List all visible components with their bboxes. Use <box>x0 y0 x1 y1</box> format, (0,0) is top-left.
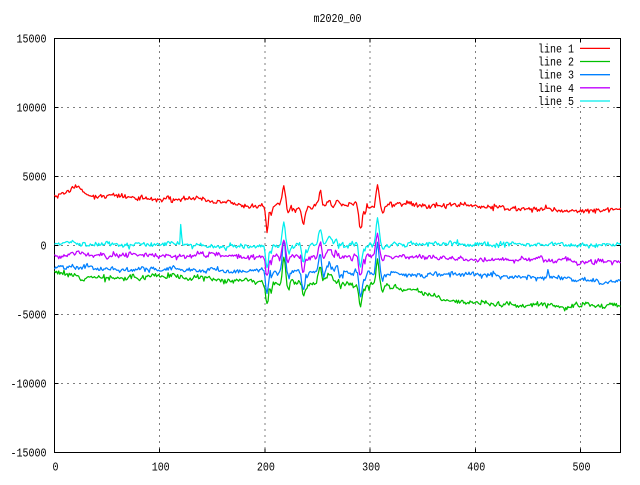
svg-text:0: 0 <box>41 240 47 254</box>
svg-text:line 3: line 3 <box>538 69 574 83</box>
svg-text:-5000: -5000 <box>17 309 47 323</box>
svg-text:line 2: line 2 <box>538 56 574 70</box>
svg-text:300: 300 <box>362 461 380 475</box>
svg-text:5000: 5000 <box>23 171 47 185</box>
svg-text:line 5: line 5 <box>538 95 574 109</box>
svg-text:line 1: line 1 <box>538 42 574 56</box>
svg-text:400: 400 <box>467 461 485 475</box>
svg-text:-10000: -10000 <box>11 378 47 392</box>
svg-text:200: 200 <box>257 461 275 475</box>
svg-text:500: 500 <box>573 461 591 475</box>
svg-text:m2020_00: m2020_00 <box>314 12 362 26</box>
svg-text:15000: 15000 <box>17 33 47 47</box>
svg-text:10000: 10000 <box>17 102 47 116</box>
svg-text:line 4: line 4 <box>538 82 574 96</box>
svg-text:0: 0 <box>53 461 59 475</box>
svg-text:100: 100 <box>152 461 170 475</box>
svg-text:-15000: -15000 <box>11 447 47 461</box>
